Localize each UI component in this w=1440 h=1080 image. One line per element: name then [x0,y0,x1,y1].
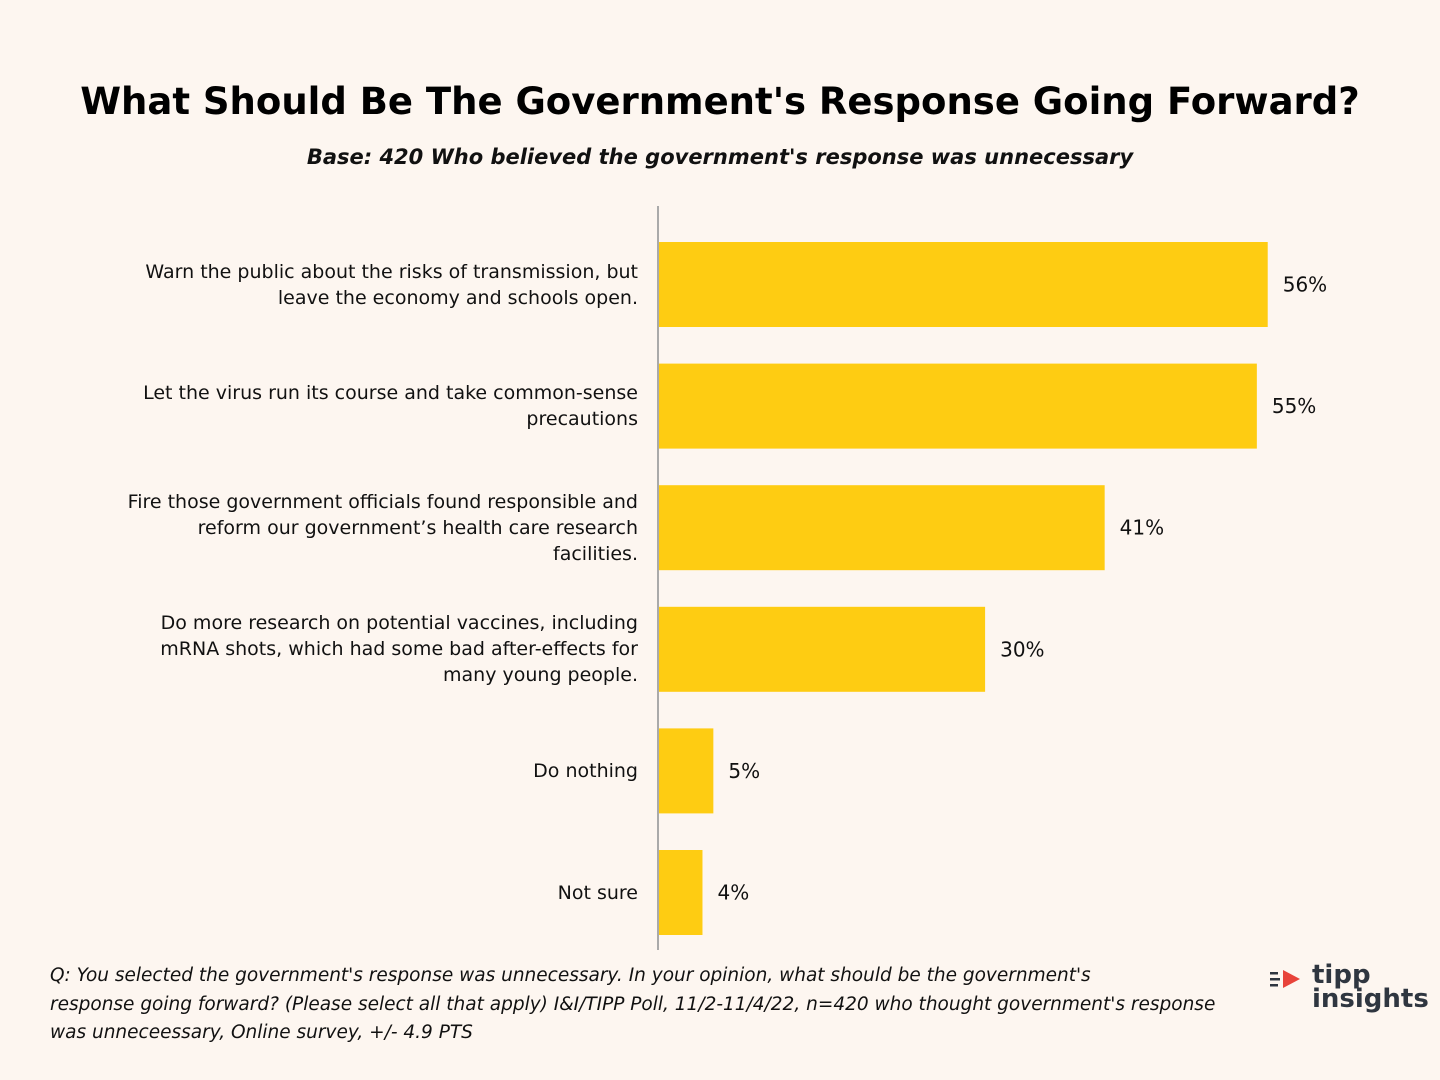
logo-text-top: tipp [1312,960,1371,990]
bar [659,485,1105,571]
logo-text-bottom: insights [1312,984,1429,1014]
footnote: Q: You selected the government's respons… [50,962,1270,1048]
category-label-line: Warn the public about the risks of trans… [145,260,638,283]
category-label-line: leave the economy and schools open. [277,286,638,309]
footnote-line: Q: You selected the government's respons… [50,965,1091,986]
category-label-line: Do more research on potential vaccines, … [160,612,638,635]
bar-value-label: 4% [717,881,749,905]
category-label-line: many young people. [443,664,638,687]
tipp-insights-logo: tipp insights [1266,960,1429,1022]
category-label-line: Do nothing [533,759,638,782]
category-label-line: Let the virus run its course and take co… [143,382,638,405]
bar [659,363,1257,449]
category-label-line: Fire those government officials found re… [127,490,638,513]
category-label: Do nothing [78,758,638,784]
bar-value-label: 41% [1120,516,1164,540]
category-label: Do more research on potential vaccines, … [78,610,638,688]
footnote-line: response going forward? (Please select a… [50,993,1216,1015]
chart-title: What Should Be The Government's Response… [80,80,1360,123]
bar [659,606,986,692]
category-label: Not sure [78,880,638,906]
bar [659,242,1268,327]
category-label-line: reform our government’s health care rese… [197,516,638,539]
bar-value-label: 5% [728,759,760,783]
category-label-line: facilities. [553,542,638,565]
category-label-line: precautions [526,408,638,431]
category-label-line: Not sure [557,881,638,904]
bar-value-label: 56% [1283,273,1327,297]
bar [659,850,703,935]
category-label-line: mRNA shots, which had some bad after-eff… [160,638,638,661]
footnote-line: was unneceessary, Online survey, +/- 4.9… [50,1022,473,1043]
category-label: Fire those government officials found re… [78,489,638,567]
bar [659,728,714,814]
category-label: Warn the public about the risks of trans… [78,259,638,311]
category-label: Let the virus run its course and take co… [78,380,638,432]
bar-series: 56% 55% 41% 30% 5% 4% [659,242,1327,935]
tipp-speed-icon [1270,970,1300,988]
chart-subtitle: Base: 420 Who believed the government's … [306,145,1134,169]
bar-value-label: 55% [1272,394,1316,418]
bar-value-label: 30% [1000,637,1044,661]
